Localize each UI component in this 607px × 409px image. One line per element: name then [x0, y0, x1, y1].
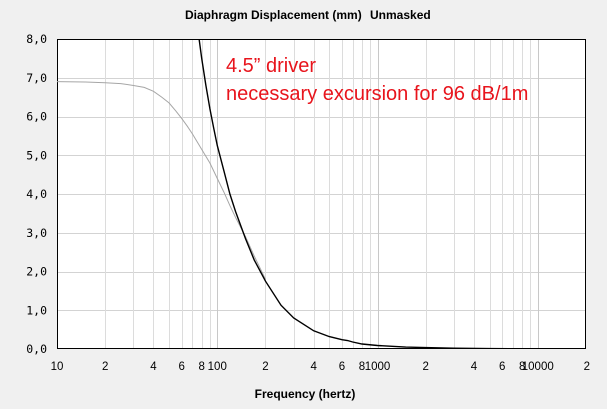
- x-tick-label: 4: [311, 361, 318, 373]
- chart-title: Diaphragm Displacement (mm): [185, 8, 362, 22]
- x-tick-label: 2: [262, 361, 268, 373]
- series-line-gray: [57, 81, 266, 280]
- chart-mode-label: Unmasked: [370, 8, 431, 22]
- x-tick-label: 2: [584, 361, 590, 373]
- y-axis: 0,0 1,0 2,0 3,0 4,0 5,0 6,0 7,0 8,0: [26, 32, 47, 356]
- x-tick-label: 4: [150, 361, 157, 373]
- x-tick-label: 100: [208, 361, 227, 373]
- x-tick-label: 6: [178, 361, 184, 373]
- x-tick-label: 8: [519, 361, 525, 373]
- x-tick-label: 8: [359, 361, 365, 373]
- grid: [57, 39, 586, 349]
- y-tick-label: 3,0: [26, 226, 47, 240]
- y-tick-label: 1,0: [26, 303, 47, 317]
- series-line-excursion: [198, 39, 586, 349]
- x-tick-label: 4: [471, 361, 478, 373]
- x-tick-label: 2: [423, 361, 429, 373]
- plot-frame: [57, 39, 586, 349]
- x-tick-label: 10000: [522, 361, 554, 373]
- x-axis-title: Frequency (hertz): [255, 387, 356, 401]
- series-group: [57, 39, 586, 349]
- x-tick-label: 1000: [365, 361, 391, 373]
- y-tick-label: 6,0: [26, 110, 47, 124]
- y-tick-label: 0,0: [26, 342, 47, 356]
- x-tick-label: 6: [339, 361, 345, 373]
- y-tick-label: 4,0: [26, 187, 47, 201]
- y-tick-label: 2,0: [26, 265, 47, 279]
- x-tick-label: 10: [51, 361, 64, 373]
- x-tick-label: 6: [499, 361, 505, 373]
- y-tick-label: 5,0: [26, 148, 47, 162]
- x-tick-label: 8: [199, 361, 205, 373]
- x-tick-label: 2: [102, 361, 108, 373]
- y-tick-label: 7,0: [26, 71, 47, 85]
- annotation-driver: 4.5” driver: [226, 55, 316, 77]
- y-tick-label: 8,0: [26, 32, 47, 46]
- annotation-excursion: necessary excursion for 96 dB/1m: [226, 83, 528, 105]
